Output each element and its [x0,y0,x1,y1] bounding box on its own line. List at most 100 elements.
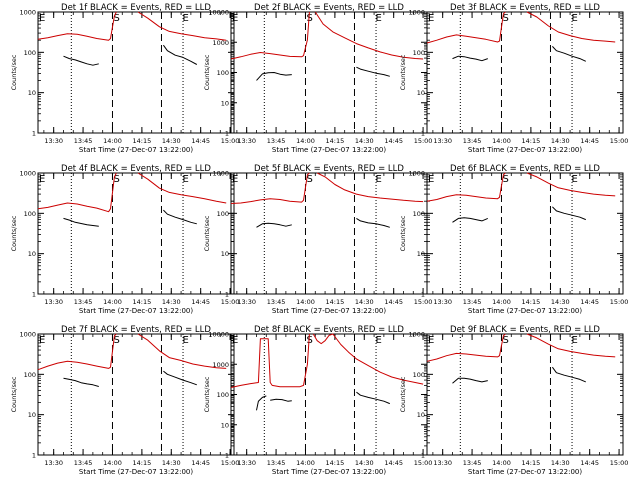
x-axis-label: Start Time (27-Dec-07 13:22:00) [272,468,386,476]
x-tick-label: 14:15 [326,298,345,306]
end-marker-label: E [428,335,434,346]
x-tick-label: 13:30 [237,298,256,306]
panel-3: Det 3f BLACK = Events, RED = LLD 1 10 100 10… [399,3,628,154]
y-tick-label: 100 [24,210,36,218]
panel-5: Det 5f BLACK = Events, RED = LLD 1 10 100 10… [203,164,432,315]
y-tick-label: 10 [221,250,229,258]
x-tick-label: 15:00 [221,298,240,306]
panel-7: Det 7f BLACK = Events, RED = LLD 1 10 100 10… [10,325,239,476]
x-axis-label: Start Time (27-Dec-07 13:22:00) [468,307,582,315]
y-tick-label: 1000 [19,170,36,178]
x-tick-label: 14:15 [522,298,541,306]
x-tick-label: 15:00 [414,298,433,306]
y-tick-label: 100 [24,49,36,57]
end-marker-label: E [182,174,188,185]
events-series-line [356,391,390,405]
x-tick-label: 14:45 [191,137,210,145]
y-tick-label: 100 [24,371,36,379]
events-series-line [551,366,586,383]
y-tick-label: 1 [225,452,229,460]
y-tick-label: 10000 [208,9,229,17]
x-tick-label: 14:30 [551,137,570,145]
x-tick-label: 13:30 [433,459,452,467]
x-tick-label: 15:00 [221,459,240,467]
panel-title: Det 3f BLACK = Events, RED = LLD [450,3,600,13]
x-tick-label: 13:45 [267,137,286,145]
plot-frame [426,333,624,456]
panel-4: Det 4f BLACK = Events, RED = LLD 1 10 100 10… [10,164,239,315]
y-tick-label: 100 [217,391,229,399]
lld-series-line [230,11,310,60]
x-tick-label: 14:15 [522,137,541,145]
x-tick-label: 13:30 [433,137,452,145]
events-series-line [256,222,292,228]
panel-title: Det 5f BLACK = Events, RED = LLD [254,164,404,174]
start-marker-label: S [306,174,312,185]
panel-1: Det 1f BLACK = Events, RED = LLD 1 10 100 10… [10,3,239,154]
end-marker-label: E [182,335,188,346]
y-tick-label: 1000 [408,170,425,178]
events-series-line [162,44,198,65]
x-tick-label: 14:30 [551,298,570,306]
x-tick-label: 13:30 [237,137,256,145]
y-tick-label: 1000 [19,9,36,17]
x-tick-label: 14:45 [384,459,403,467]
x-tick-label: 14:30 [355,298,374,306]
x-tick-label: 13:30 [237,459,256,467]
y-axis-label: Counts/sec [399,376,407,412]
panel-8: Det 8f BLACK = Events, RED = LLD 1 10 100 10… [203,325,432,476]
end-marker-label: E [428,174,434,185]
y-tick-label: 10 [417,411,425,419]
panel-6: Det 6f BLACK = Events, RED = LLD 1 10 100 10… [399,164,628,315]
x-tick-label: 14:00 [103,298,122,306]
events-series-line [356,66,390,77]
lld-series-line [426,333,506,362]
x-tick-label: 13:30 [44,298,63,306]
y-tick-label: 1 [421,130,425,138]
x-tick-label: 13:30 [44,459,63,467]
x-tick-label: 13:45 [267,459,286,467]
x-axis-label: Start Time (27-Dec-07 13:22:00) [79,468,193,476]
x-tick-label: 14:00 [492,137,511,145]
events-series-line [63,377,99,387]
x-tick-label: 14:00 [103,459,122,467]
x-tick-label: 15:00 [610,298,629,306]
lld-series-line [37,333,117,371]
start-marker-label: S [113,335,119,346]
y-tick-label: 10 [28,411,36,419]
start-marker-label: S [113,13,119,24]
panel-title: Det 1f BLACK = Events, RED = LLD [61,3,211,13]
events-series-line [356,217,390,228]
x-axis-label: Start Time (27-Dec-07 13:22:00) [468,468,582,476]
x-tick-label: 14:00 [296,298,315,306]
x-tick-label: 14:45 [580,137,599,145]
panel-9: Det 9f BLACK = Events, RED = LLD 1 10 100 10… [399,325,628,476]
x-tick-label: 13:45 [267,298,286,306]
events-series-line [256,72,292,81]
x-tick-label: 14:30 [355,459,374,467]
x-axis-label: Start Time (27-Dec-07 13:22:00) [79,146,193,154]
x-tick-label: 14:45 [580,459,599,467]
y-tick-label: 1000 [408,9,425,17]
y-tick-label: 10 [417,250,425,258]
events-series-line [552,46,587,62]
y-tick-label: 100 [217,69,229,77]
panel-title: Det 9f BLACK = Events, RED = LLD [450,325,600,335]
x-tick-label: 14:45 [384,298,403,306]
x-tick-label: 13:45 [463,298,482,306]
events-series-line [552,206,586,221]
end-marker-label: E [375,13,381,24]
y-axis-label: Counts/sec [399,54,407,90]
lld-series-line [316,172,424,203]
x-tick-label: 14:15 [326,137,345,145]
end-marker-label: E [375,335,381,346]
x-tick-label: 14:15 [133,298,152,306]
lld-series-line [230,333,310,388]
x-tick-label: 14:00 [296,137,315,145]
end-marker-label: E [39,335,45,346]
plot-frame [426,11,624,134]
y-tick-label: 10 [221,99,229,107]
panel-2: Det 2f BLACK = Events, RED = LLD 1 10 100 10… [203,3,432,154]
start-marker-label: S [306,13,312,24]
